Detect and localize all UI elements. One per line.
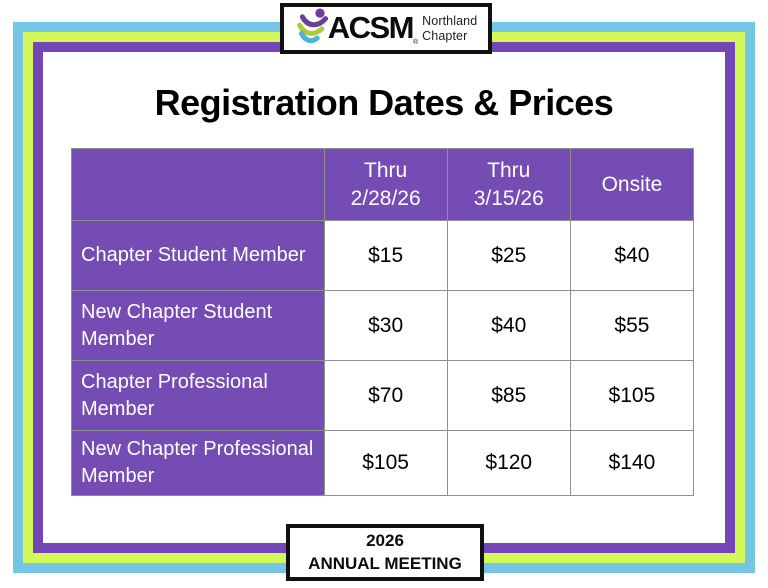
table-row: Chapter Student Member $15 $25 $40 (71, 220, 695, 291)
header-thru-228: Thru 2/28/26 (323, 148, 448, 221)
table-row: New Chapter Professional Member $105 $12… (71, 430, 695, 496)
price-cell: $15 (323, 220, 448, 291)
page-title: Registration Dates & Prices (154, 82, 614, 123)
registered-trademark-symbol: ® (413, 38, 419, 46)
acsm-figure-icon (296, 8, 328, 44)
price-cell: $40 (446, 290, 571, 361)
price-cell: $40 (569, 220, 695, 291)
table-row: Chapter Professional Member $70 $85 $105 (71, 360, 695, 431)
table-header-row: Thru 2/28/26 Thru 3/15/26 Onsite (71, 148, 695, 221)
price-cell: $140 (569, 430, 695, 496)
price-cell: $55 (569, 290, 695, 361)
header-onsite: Onsite (569, 148, 695, 221)
annual-meeting-badge: 2026 ANNUAL MEETING (286, 524, 484, 581)
header-thru-315: Thru 3/15/26 (446, 148, 571, 221)
price-cell: $105 (569, 360, 695, 431)
price-cell: $120 (446, 430, 571, 496)
price-cell: $30 (323, 290, 448, 361)
registration-prices-table: Thru 2/28/26 Thru 3/15/26 Onsite Chapter… (71, 148, 695, 496)
acsm-logo-box: ACSM® Northland Chapter (280, 3, 492, 54)
price-cell: $70 (323, 360, 448, 431)
chapter-subtitle-line1: Northland (422, 14, 478, 29)
header-empty-cell (71, 148, 325, 221)
row-label-chapter-professional: Chapter Professional Member (71, 360, 325, 431)
price-cell: $105 (323, 430, 448, 496)
table-row: New Chapter Student Member $30 $40 $55 (71, 290, 695, 361)
chapter-subtitle: Northland Chapter (422, 14, 477, 43)
row-label-new-chapter-student: New Chapter Student Member (71, 290, 325, 361)
chapter-subtitle-line2: Chapter (422, 28, 468, 43)
price-cell: $85 (446, 360, 571, 431)
price-cell: $25 (446, 220, 571, 291)
row-label-new-chapter-professional: New Chapter Professional Member (71, 430, 325, 496)
row-label-chapter-student: Chapter Student Member (71, 220, 325, 291)
acsm-wordmark: ACSM® (327, 9, 419, 46)
